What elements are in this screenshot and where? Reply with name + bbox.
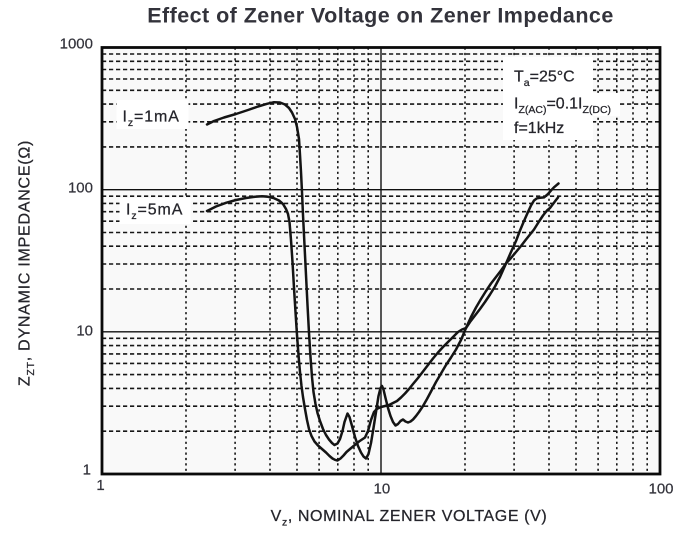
svg-text:Effect of Zener Voltage on Zen: Effect of Zener Voltage on Zener Impedan… bbox=[147, 4, 614, 28]
svg-text:10: 10 bbox=[76, 323, 93, 340]
svg-text:100: 100 bbox=[68, 179, 93, 196]
svg-text:1: 1 bbox=[96, 477, 104, 494]
svg-text:ZZT, DYNAMIC IMPEDANCE(Ω): ZZT, DYNAMIC IMPEDANCE(Ω) bbox=[17, 140, 38, 386]
svg-text:10: 10 bbox=[374, 481, 391, 498]
svg-text:Iz=5mA: Iz=5mA bbox=[126, 202, 183, 223]
svg-text:f=1kHz: f=1kHz bbox=[514, 120, 564, 137]
svg-text:100: 100 bbox=[648, 481, 673, 498]
svg-text:1000: 1000 bbox=[60, 35, 93, 52]
svg-text:Vz, NOMINAL ZENER VOLTAGE (V): Vz, NOMINAL ZENER VOLTAGE (V) bbox=[271, 508, 548, 529]
svg-text:Ta=25°C: Ta=25°C bbox=[514, 69, 575, 90]
svg-text:Iz=1mA: Iz=1mA bbox=[123, 109, 180, 130]
svg-text:1: 1 bbox=[83, 461, 91, 478]
